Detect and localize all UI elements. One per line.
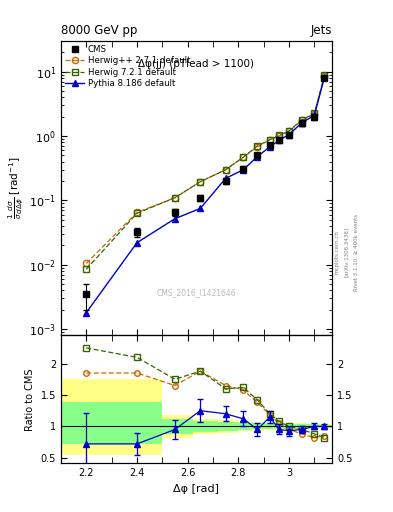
- Y-axis label: $\frac{1}{\sigma}\frac{d\sigma}{d\Delta\phi}\ \left[\mathrm{rad}^{-1}\right]$: $\frac{1}{\sigma}\frac{d\sigma}{d\Delta\…: [7, 157, 26, 220]
- Text: [arXiv:1306.3436]: [arXiv:1306.3436]: [344, 227, 349, 277]
- Text: Rivet 3.1.10, ≥ 400k events: Rivet 3.1.10, ≥ 400k events: [354, 214, 359, 291]
- Pythia 8.186 default: [312, 112, 317, 118]
- Line: Herwig++ 2.7.1 default: Herwig++ 2.7.1 default: [83, 73, 328, 267]
- Herwig 7.2.1 default: [255, 143, 260, 149]
- Pythia 8.186 default: [255, 154, 260, 160]
- Text: 8000 GeV pp: 8000 GeV pp: [61, 24, 137, 37]
- Herwig 7.2.1 default: [299, 117, 304, 123]
- Herwig 7.2.1 default: [134, 210, 139, 217]
- Text: CMS_2016_I1421646: CMS_2016_I1421646: [157, 288, 236, 297]
- Legend: CMS, Herwig++ 2.7.1 default, Herwig 7.2.1 default, Pythia 8.186 default: CMS, Herwig++ 2.7.1 default, Herwig 7.2.…: [64, 44, 192, 90]
- Line: Herwig 7.2.1 default: Herwig 7.2.1 default: [83, 72, 328, 272]
- Herwig 7.2.1 default: [223, 166, 228, 173]
- Herwig 7.2.1 default: [173, 195, 177, 201]
- Herwig 7.2.1 default: [84, 266, 88, 272]
- Herwig++ 2.7.1 default: [299, 117, 304, 123]
- Herwig 7.2.1 default: [312, 110, 317, 116]
- Herwig++ 2.7.1 default: [322, 73, 327, 79]
- Y-axis label: Ratio to CMS: Ratio to CMS: [25, 368, 35, 431]
- Herwig 7.2.1 default: [268, 137, 272, 143]
- Herwig++ 2.7.1 default: [277, 133, 281, 139]
- Herwig++ 2.7.1 default: [134, 209, 139, 216]
- Pythia 8.186 default: [268, 144, 272, 150]
- Herwig++ 2.7.1 default: [241, 154, 246, 160]
- Herwig 7.2.1 default: [277, 133, 281, 139]
- X-axis label: Δφ [rad]: Δφ [rad]: [173, 484, 220, 494]
- Herwig 7.2.1 default: [198, 179, 203, 185]
- Pythia 8.186 default: [223, 175, 228, 181]
- Pythia 8.186 default: [173, 216, 177, 222]
- Pythia 8.186 default: [322, 74, 327, 80]
- Text: Jets: Jets: [310, 24, 332, 37]
- Herwig++ 2.7.1 default: [255, 144, 260, 150]
- Pythia 8.186 default: [277, 137, 281, 143]
- Pythia 8.186 default: [241, 166, 246, 173]
- Herwig++ 2.7.1 default: [173, 195, 177, 201]
- Herwig 7.2.1 default: [241, 154, 246, 160]
- Pythia 8.186 default: [198, 205, 203, 211]
- Herwig++ 2.7.1 default: [312, 111, 317, 117]
- Text: Δφ(jj) (pTlead > 1100): Δφ(jj) (pTlead > 1100): [138, 58, 255, 69]
- Herwig 7.2.1 default: [322, 72, 327, 78]
- Herwig++ 2.7.1 default: [286, 129, 291, 135]
- Pythia 8.186 default: [299, 120, 304, 126]
- Pythia 8.186 default: [84, 310, 88, 316]
- Text: mcplots.cern.ch: mcplots.cern.ch: [334, 230, 339, 274]
- Herwig++ 2.7.1 default: [268, 137, 272, 143]
- Line: Pythia 8.186 default: Pythia 8.186 default: [83, 74, 328, 316]
- Herwig++ 2.7.1 default: [223, 166, 228, 173]
- Herwig++ 2.7.1 default: [84, 260, 88, 266]
- Herwig 7.2.1 default: [286, 128, 291, 134]
- Pythia 8.186 default: [134, 240, 139, 246]
- Herwig++ 2.7.1 default: [198, 179, 203, 185]
- Pythia 8.186 default: [286, 132, 291, 138]
